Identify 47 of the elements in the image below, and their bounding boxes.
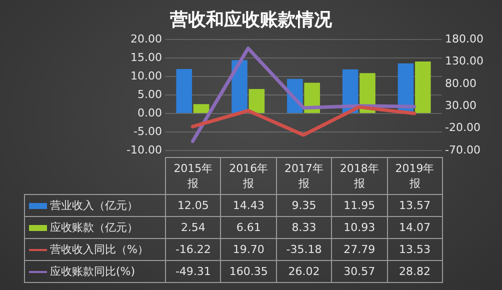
data-label: 11.95 [332,194,388,216]
data-label: -16.22 [166,238,221,260]
y2-tick-label: 180.00 [445,32,484,46]
data-label: 9.35 [276,194,332,216]
data-label: 2.54 [166,216,221,238]
bar [414,62,431,113]
data-label: 26.02 [276,260,332,282]
y-tick-label: -5.00 [134,124,162,138]
data-label: 160.35 [220,260,276,282]
data-label: 13.53 [387,238,442,260]
data-label: -49.31 [166,260,221,282]
bar [193,104,210,113]
data-label: 8.33 [276,216,332,238]
data-label: 14.07 [387,216,442,238]
data-label: 14.43 [220,194,276,216]
x-tick-label: 2016年报 [220,158,276,194]
x-tick-label: 2015年报 [166,158,221,194]
y-tick-label: 0.00 [138,106,162,120]
data-label: 30.57 [332,260,388,282]
y-tick-label: 15.00 [130,50,162,64]
y-tick-label: 10.00 [130,69,162,82]
data-label: 19.70 [220,238,276,260]
data-label: 12.05 [166,194,221,216]
data-label: 27.79 [332,238,388,260]
bar [176,68,192,113]
y-tick-label: -10.00 [126,143,162,156]
data-label: 6.61 [220,216,276,238]
y2-tick-label: 80.00 [445,76,476,90]
x-tick-label: 2017年报 [276,158,332,194]
chart-title: 营收和应收账款情况 [169,9,333,30]
x-tick-label: 2019年报 [387,158,442,194]
y2-tick-label: -20.00 [445,121,480,134]
bar [248,89,265,113]
data-label: -35.18 [276,238,332,260]
y-tick-label: 5.00 [138,88,162,101]
y2-tick-label: -70.00 [445,143,480,156]
y-tick-label: 20.00 [130,32,162,46]
data-label: 28.82 [387,260,442,282]
legend-label: 营业收入（亿元） [50,199,138,212]
y2-tick-label: 30.00 [445,98,476,112]
legend-label: 应收账款同比(%) [50,265,136,278]
data-label: 10.93 [332,216,388,238]
legend-label: 营收收入同比（%） [50,243,148,256]
data-label: 13.57 [387,194,442,216]
x-tick-label: 2018年报 [332,158,388,194]
y2-tick-label: 130.00 [445,54,484,68]
legend-label: 应收账款（亿元） [50,221,138,234]
